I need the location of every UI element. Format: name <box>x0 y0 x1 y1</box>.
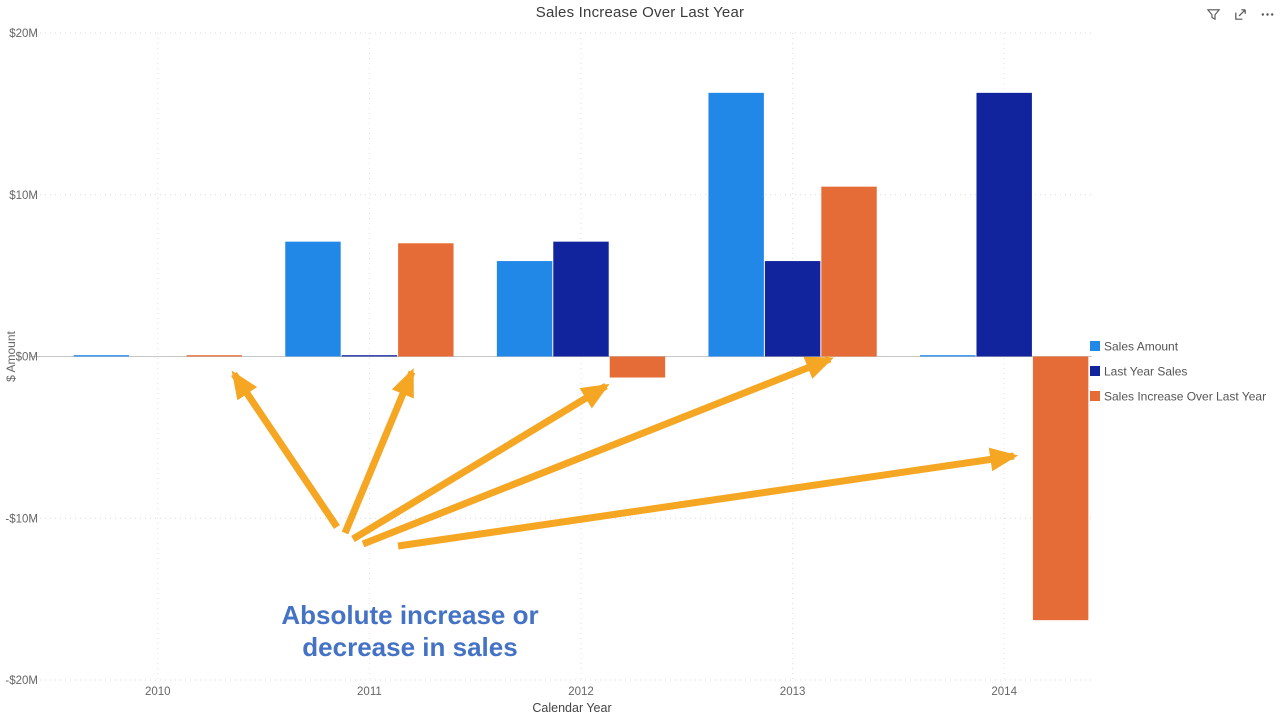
x-tick-label: 2013 <box>780 686 806 698</box>
bar-sales-increase-over-last-year-2012[interactable] <box>609 356 666 378</box>
bar-sales-amount-2012[interactable] <box>496 261 553 357</box>
bar-last-year-sales-2013[interactable] <box>764 261 821 357</box>
bar-sales-amount-2010[interactable] <box>73 355 130 357</box>
more-options-icon[interactable] <box>1258 6 1276 22</box>
bar-sales-increase-over-last-year-2014[interactable] <box>1032 356 1089 621</box>
focus-mode-icon[interactable] <box>1231 6 1249 22</box>
x-tick-label: 2012 <box>568 686 594 698</box>
bar-sales-amount-2014[interactable] <box>920 355 976 357</box>
bar-sales-increase-over-last-year-2011[interactable] <box>398 243 454 357</box>
annotation-arrow <box>231 370 340 529</box>
legend-label: Last Year Sales <box>1104 365 1187 379</box>
legend-label: Sales Increase Over Last Year <box>1104 390 1266 404</box>
x-tick-label: 2014 <box>991 686 1017 698</box>
filter-icon[interactable] <box>1204 6 1222 22</box>
filter-icon-glyph <box>1206 8 1220 20</box>
legend-item[interactable]: Sales Increase Over Last Year <box>1090 390 1266 404</box>
bar-sales-amount-2011[interactable] <box>285 241 341 357</box>
chart-title: Sales Increase Over Last Year <box>535 4 745 21</box>
annotation-arrow <box>351 383 610 542</box>
focus-mode-icon-glyph <box>1234 8 1246 20</box>
annotation-text: Absolute increase or decrease in sales <box>235 599 585 663</box>
bar-last-year-sales-2014[interactable] <box>976 92 1032 357</box>
legend-item[interactable]: Last Year Sales <box>1090 365 1187 379</box>
more-options-icon-glyph <box>1261 12 1273 16</box>
annotation-line-2: decrease in sales <box>302 632 518 662</box>
y-tick-label: $0M <box>16 352 38 364</box>
y-tick-label: $20M <box>9 28 38 40</box>
legend-swatch <box>1090 366 1100 376</box>
annotation-arrow <box>341 368 416 535</box>
legend-label: Sales Amount <box>1104 340 1179 354</box>
y-axis-title: $ Amount <box>4 330 18 381</box>
legend-item[interactable]: Sales Amount <box>1090 340 1179 354</box>
visual-header-icons <box>1204 6 1276 22</box>
bar-sales-increase-over-last-year-2013[interactable] <box>821 186 877 357</box>
annotation-line-1: Absolute increase or <box>281 600 539 630</box>
bar-sales-amount-2013[interactable] <box>708 92 764 357</box>
legend-swatch <box>1090 341 1100 351</box>
x-tick-label: 2011 <box>357 686 382 698</box>
x-tick-label: 2010 <box>145 686 171 698</box>
y-tick-label: $10M <box>9 190 38 202</box>
bar-last-year-sales-2011[interactable] <box>341 355 398 357</box>
legend-swatch <box>1090 391 1100 401</box>
y-tick-label: -$10M <box>5 513 38 525</box>
annotation-arrow <box>397 447 1019 550</box>
bar-last-year-sales-2012[interactable] <box>553 241 609 357</box>
x-axis-title: Calendar Year <box>532 701 611 715</box>
y-tick-label: -$20M <box>5 675 38 687</box>
bar-sales-increase-over-last-year-2010[interactable] <box>186 355 242 357</box>
annotation-arrow <box>361 355 834 548</box>
